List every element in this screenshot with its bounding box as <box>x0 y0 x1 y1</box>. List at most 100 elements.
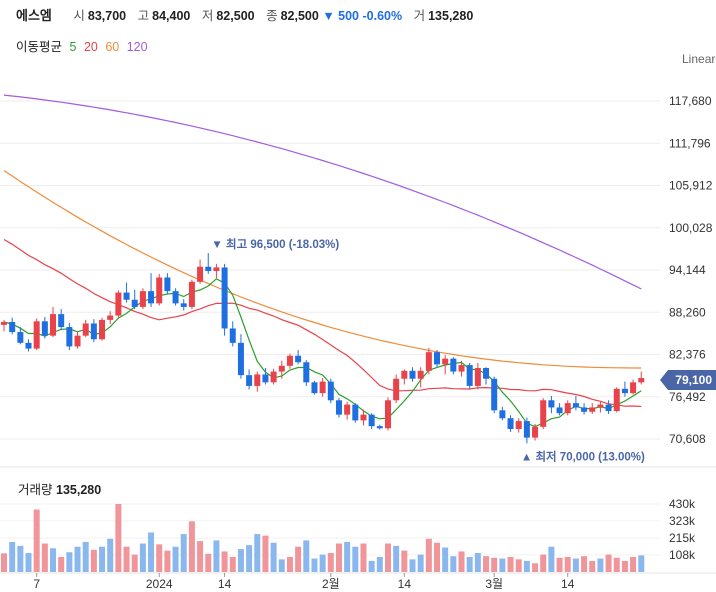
price-tick-label: 117,680 <box>669 94 712 108</box>
volume-bar <box>66 552 73 572</box>
volume-tick-label: 215k <box>669 531 696 545</box>
volume-bar <box>376 556 383 572</box>
volume-bar <box>205 553 212 572</box>
candle-body <box>507 418 514 430</box>
volume-bar <box>572 558 579 572</box>
candle-body <box>344 404 351 415</box>
volume-bar <box>131 554 138 572</box>
volume-bar <box>213 540 220 572</box>
candle-body <box>499 410 506 419</box>
volume-bar <box>344 541 351 572</box>
volume-panel-value: 135,280 <box>56 483 102 497</box>
volume-bar <box>311 558 318 572</box>
candle-body <box>327 381 334 401</box>
candle-body <box>123 292 130 300</box>
candle-body <box>311 382 318 394</box>
volume-bar <box>180 534 187 572</box>
candle-body <box>368 414 375 427</box>
volume-bar <box>74 546 81 572</box>
candlesticks <box>1 253 645 444</box>
volume-bar <box>148 532 155 572</box>
volume-bar <box>246 545 253 572</box>
volume-bar <box>434 542 441 572</box>
volume-bar <box>442 547 449 572</box>
volume-bar <box>638 555 645 572</box>
candle-body <box>107 315 114 320</box>
volume-bar <box>82 541 89 572</box>
close-value: 82,500 <box>280 9 319 23</box>
volume-bar <box>352 546 359 572</box>
moving-average-legend[interactable]: 이동평균 5 20 60 120 <box>16 36 152 55</box>
time-tick-label: 14 <box>561 577 575 591</box>
price-tick-label: 100,028 <box>669 221 713 235</box>
time-tick-label: 14 <box>398 577 412 591</box>
volume-bar <box>164 550 171 572</box>
volume-bar <box>368 560 375 572</box>
price-tick-label: 105,912 <box>669 179 713 193</box>
candle-body <box>90 323 97 340</box>
volume-bar <box>303 540 310 572</box>
candle-body <box>523 421 530 438</box>
low-value: 82,500 <box>216 9 255 23</box>
candle-body <box>638 378 645 383</box>
volume-tick-label: 323k <box>669 514 696 528</box>
price-tick-label: 70,608 <box>669 432 706 446</box>
volume-bar <box>515 559 522 572</box>
candle-body <box>41 321 48 336</box>
volume-bar <box>360 543 367 572</box>
candle-body <box>131 299 138 307</box>
candle-body <box>605 404 612 412</box>
candle-body <box>139 291 146 307</box>
volume-bar <box>99 546 106 572</box>
ma-120-line <box>3 94 642 290</box>
scale-mode-toggle[interactable]: Linear <box>682 52 716 66</box>
volume-bar <box>295 546 302 572</box>
volume-bar <box>540 554 547 572</box>
high-value: 84,400 <box>152 9 191 23</box>
candle-body <box>581 407 588 412</box>
volume-bar <box>262 535 269 572</box>
candle-body <box>393 378 400 401</box>
volume-bar <box>9 541 16 572</box>
axis-labels: 117,680 111,796 105,912 100,028 94,144 88,260… <box>33 94 712 591</box>
volume-bar <box>556 557 563 572</box>
volume-bar <box>90 549 97 572</box>
volume-panel-title: 거래량 <box>18 483 53 497</box>
candle-body <box>148 291 155 304</box>
candle-body <box>172 291 179 304</box>
volume-bar <box>474 553 481 572</box>
volume-bar <box>17 545 24 572</box>
volume-bar <box>401 550 408 572</box>
volume-bar <box>589 560 596 572</box>
volume-bar <box>188 521 195 572</box>
candle-body <box>164 277 171 292</box>
volume-bar <box>458 551 465 572</box>
volume-bar <box>237 549 244 572</box>
candle-body <box>532 426 539 438</box>
candle-body <box>50 314 57 336</box>
candle-body <box>246 375 253 386</box>
volume-bar <box>319 554 326 572</box>
volume-bar <box>1 553 7 572</box>
candle-body <box>99 319 106 340</box>
stock-name: 에스엠 <box>16 8 52 23</box>
candle-body <box>589 407 596 412</box>
time-tick-label: 14 <box>218 577 232 591</box>
candle-body <box>237 342 244 376</box>
open-label: 시 <box>73 9 85 23</box>
candle-body <box>401 370 408 379</box>
candle-body <box>33 321 40 349</box>
price-tick-label: 94,144 <box>669 263 706 277</box>
annotations: ▼ 최고 96,500 (-18.03%) ▲ 최저 70,000 (13.00%… <box>211 237 645 463</box>
ma-20-label: 20 <box>83 40 98 54</box>
ma-60-label: 60 <box>105 40 120 54</box>
candle-body <box>262 374 269 383</box>
candle-body <box>409 370 416 379</box>
candle-body <box>597 404 604 408</box>
volume-bar <box>384 543 391 572</box>
volume-bar <box>483 556 490 572</box>
candle-body <box>613 388 620 412</box>
volume-panel-label: 거래량 135,280 <box>18 479 101 498</box>
volume-bar <box>597 558 604 572</box>
